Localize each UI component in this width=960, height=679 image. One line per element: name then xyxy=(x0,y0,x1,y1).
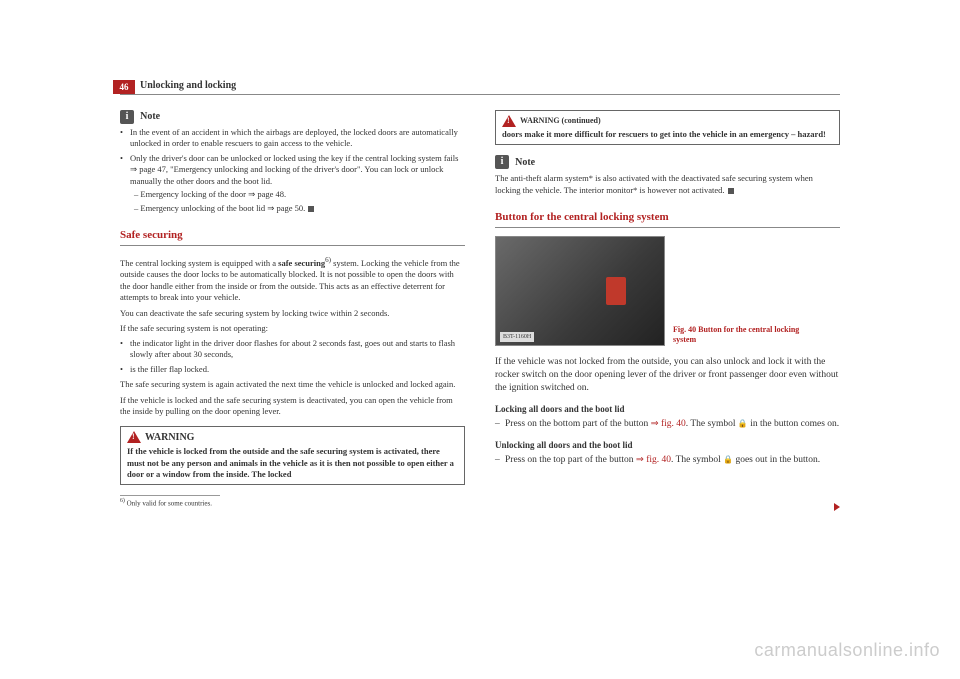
warning-continued-box: WARNING (continued) doors make it more d… xyxy=(495,110,840,145)
warning-header: WARNING (continued) xyxy=(502,115,833,127)
section-heading-safe-securing: Safe securing xyxy=(120,228,465,246)
subheading-unlocking: Unlocking all doors and the boot lid xyxy=(495,439,840,451)
list-bullet: the indicator light in the driver door f… xyxy=(120,338,465,361)
instruction-item: Press on the bottom part of the button ⇒… xyxy=(495,418,840,431)
warning-text: doors make it more difficult for rescuer… xyxy=(502,129,833,140)
note-label: Note xyxy=(140,110,160,124)
footnote-rule xyxy=(120,495,220,496)
body-paragraph: You can deactivate the safe securing sys… xyxy=(120,308,465,319)
continue-arrow-icon xyxy=(834,503,840,511)
warning-text: If the vehicle is locked from the outsid… xyxy=(127,446,458,480)
watermark: carmanualsonline.info xyxy=(754,640,940,661)
text: in the button comes on. xyxy=(748,419,839,429)
text: . The symbol xyxy=(671,455,723,465)
text: goes out in the button. xyxy=(733,455,820,465)
info-icon: i xyxy=(495,155,509,169)
figure-image: B3T-1160H xyxy=(495,236,665,346)
text: The central locking system is equipped w… xyxy=(120,258,278,268)
header-rule xyxy=(120,94,840,95)
lock-icon: 🔒 xyxy=(723,455,733,466)
note-block: i Note xyxy=(495,155,840,169)
text: Press on the bottom part of the button xyxy=(505,419,651,429)
warning-continued-label: WARNING (continued) xyxy=(520,116,601,127)
note-subitem: – Emergency unlocking of the boot lid ⇒ … xyxy=(134,203,465,214)
text: The anti-theft alarm system* is also act… xyxy=(495,173,813,194)
warning-box: WARNING If the vehicle is locked from th… xyxy=(120,426,465,486)
end-mark-icon xyxy=(728,188,734,194)
warning-label: WARNING xyxy=(145,431,194,445)
body-paragraph: If the safe securing system is not opera… xyxy=(120,323,465,334)
section-heading-central-locking: Button for the central locking system xyxy=(495,210,840,228)
warning-triangle-icon xyxy=(127,431,141,443)
body-paragraph: The anti-theft alarm system* is also act… xyxy=(495,173,840,196)
warning-triangle-icon xyxy=(502,115,516,127)
list-bullet: is the filler flap locked. xyxy=(120,364,465,375)
figure-reference: ⇒ fig. 40 xyxy=(651,419,686,429)
body-paragraph: The central locking system is equipped w… xyxy=(120,256,465,304)
body-paragraph: If the vehicle is locked and the safe se… xyxy=(120,395,465,418)
figure-caption: Fig. 40 Button for the central locking s… xyxy=(673,325,803,347)
body-paragraph: The safe securing system is again activa… xyxy=(120,379,465,390)
footnote-mark: 6) xyxy=(120,498,125,504)
left-column: i Note In the event of an accident in wh… xyxy=(120,110,465,509)
lock-icon: 🔒 xyxy=(738,419,748,430)
text: . The symbol xyxy=(686,419,738,429)
instruction-item: Press on the top part of the button ⇒ fi… xyxy=(495,454,840,467)
note-bullet: In the event of an accident in which the… xyxy=(120,127,465,150)
note-subitem-text: – Emergency unlocking of the boot lid ⇒ … xyxy=(134,203,305,213)
note-label: Note xyxy=(515,156,535,170)
body-paragraph: If the vehicle was not locked from the o… xyxy=(495,356,840,394)
info-icon: i xyxy=(120,110,134,124)
chapter-title: Unlocking and locking xyxy=(140,80,236,91)
note-block: i Note xyxy=(120,110,465,124)
text: Press on the top part of the button xyxy=(505,455,636,465)
page-number: 46 xyxy=(113,80,135,94)
figure-reference: ⇒ fig. 40 xyxy=(636,455,671,465)
note-subitem: – Emergency locking of the door ⇒ page 4… xyxy=(134,189,465,200)
footnote-text: Only valid for some countries. xyxy=(127,500,212,508)
figure-row: B3T-1160H Fig. 40 Button for the central… xyxy=(495,236,840,346)
subheading-locking: Locking all doors and the boot lid xyxy=(495,403,840,415)
end-mark-icon xyxy=(308,206,314,212)
warning-header: WARNING xyxy=(127,431,458,445)
right-column: WARNING (continued) doors make it more d… xyxy=(495,110,840,509)
note-bullet: Only the driver's door can be unlocked o… xyxy=(120,153,465,187)
bold-term: safe securing xyxy=(278,258,325,268)
footnote: 6) Only valid for some countries. xyxy=(120,498,465,509)
figure-code-label: B3T-1160H xyxy=(500,332,534,342)
